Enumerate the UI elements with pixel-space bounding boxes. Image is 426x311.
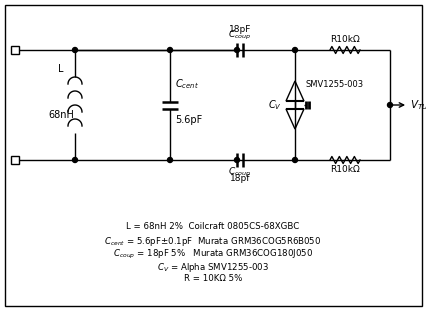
Text: $C_{coup}$: $C_{coup}$ <box>228 29 251 42</box>
Text: L = 68nH 2%  Coilcraft 0805CS-68XGBC: L = 68nH 2% Coilcraft 0805CS-68XGBC <box>126 222 299 231</box>
Text: $C_V$ = Alpha SMV1255-003: $C_V$ = Alpha SMV1255-003 <box>157 261 268 274</box>
Text: $C_{coup}$ = 18pF 5%   Murata GRM36COG180J050: $C_{coup}$ = 18pF 5% Murata GRM36COG180J… <box>112 248 312 261</box>
Text: $C_{coup}$: $C_{coup}$ <box>228 166 251 179</box>
Text: R = 10KΩ 5%: R = 10KΩ 5% <box>183 274 242 283</box>
Circle shape <box>234 157 239 163</box>
Circle shape <box>167 157 172 163</box>
Circle shape <box>167 48 172 53</box>
Circle shape <box>292 48 297 53</box>
Text: 18pF: 18pF <box>228 25 250 34</box>
Text: $C_{cent}$ = 5.6pF±0.1pF  Murata GRM36COG5R6B050: $C_{cent}$ = 5.6pF±0.1pF Murata GRM36COG… <box>104 235 321 248</box>
Text: 68nH: 68nH <box>48 110 74 120</box>
Circle shape <box>72 157 77 163</box>
Text: $V_{TUNE}$: $V_{TUNE}$ <box>409 98 426 112</box>
Text: $C_{cent}$: $C_{cent}$ <box>175 77 199 91</box>
Text: 18pf: 18pf <box>229 174 250 183</box>
Circle shape <box>292 157 297 163</box>
Bar <box>11 46 19 54</box>
Text: SMV1255-003: SMV1255-003 <box>305 80 363 89</box>
Text: 5.6pF: 5.6pF <box>175 115 202 125</box>
Text: R10kΩ: R10kΩ <box>329 35 359 44</box>
Text: $C_V$: $C_V$ <box>268 98 281 112</box>
Text: L: L <box>58 64 63 74</box>
Circle shape <box>234 48 239 53</box>
Text: R10kΩ: R10kΩ <box>329 165 359 174</box>
Bar <box>11 156 19 164</box>
Circle shape <box>386 103 391 108</box>
Circle shape <box>72 48 77 53</box>
